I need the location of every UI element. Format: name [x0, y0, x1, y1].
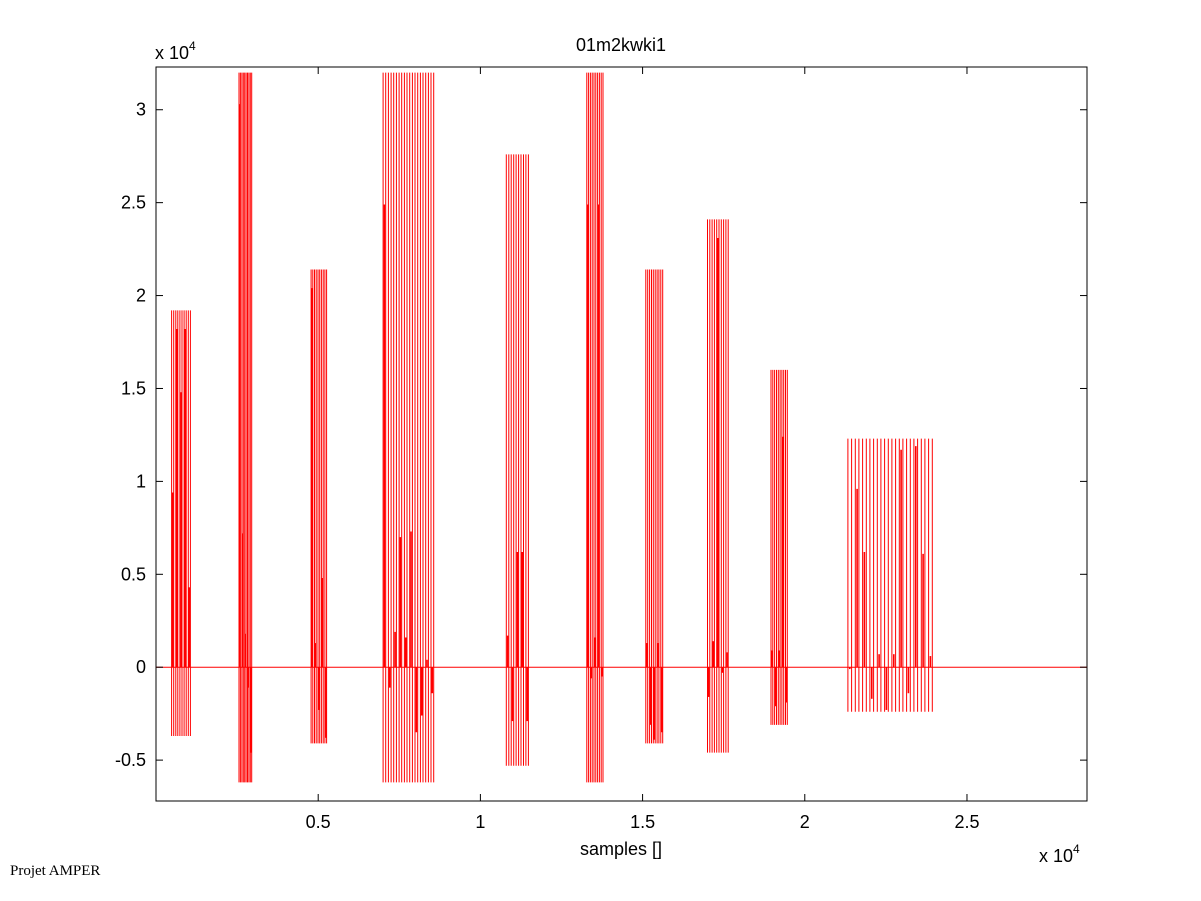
y-tick-label: 2.5: [121, 193, 146, 213]
y-tick-label: 0: [136, 657, 146, 677]
pulse-group-6: [586, 72, 604, 783]
y-tick-label: 1: [136, 471, 146, 491]
x-tick-label: 2: [800, 812, 810, 832]
x-exponent-label: x 104: [1039, 842, 1080, 866]
x-exponent-base: x 10: [1039, 846, 1073, 866]
x-tick-label: 1: [475, 812, 485, 832]
pulse-group-5: [505, 154, 529, 766]
pulse-group-10: [847, 438, 933, 712]
y-tick-label: -0.5: [115, 750, 146, 770]
pulse-group-2: [238, 72, 253, 783]
x-tick-label: 2.5: [954, 812, 979, 832]
x-exponent-power: 4: [1073, 842, 1080, 856]
y-tick-label: 0.5: [121, 564, 146, 584]
x-tick-label: 1.5: [630, 812, 655, 832]
y-tick-label: 3: [136, 100, 146, 120]
y-exponent-power: 4: [189, 39, 196, 53]
y-exponent-base: x 10: [155, 43, 189, 63]
pulse-group-7: [645, 269, 664, 744]
data-layer: [156, 72, 1087, 783]
x-tick-label: 0.5: [306, 812, 331, 832]
y-exponent-label: x 104: [155, 39, 196, 63]
y-tick-label: 2: [136, 286, 146, 306]
pulse-group-1: [171, 310, 191, 736]
plot-area: [155, 66, 1088, 802]
pulse-group-8: [707, 219, 729, 753]
y-tick-label: 1.5: [121, 378, 146, 398]
pulse-group-9: [770, 369, 788, 725]
footer-text: Projet AMPER: [10, 863, 101, 879]
x-axis-label: samples []: [580, 839, 662, 859]
chart-title: 01m2kwki1: [576, 35, 666, 55]
pulse-group-3: [310, 269, 328, 744]
axes-layer: 0.5 1 1.5 2 2.5 -0.5 0 0.5 1 1.5 2 2.5 3: [115, 67, 1087, 832]
pulse-group-4: [382, 72, 435, 783]
